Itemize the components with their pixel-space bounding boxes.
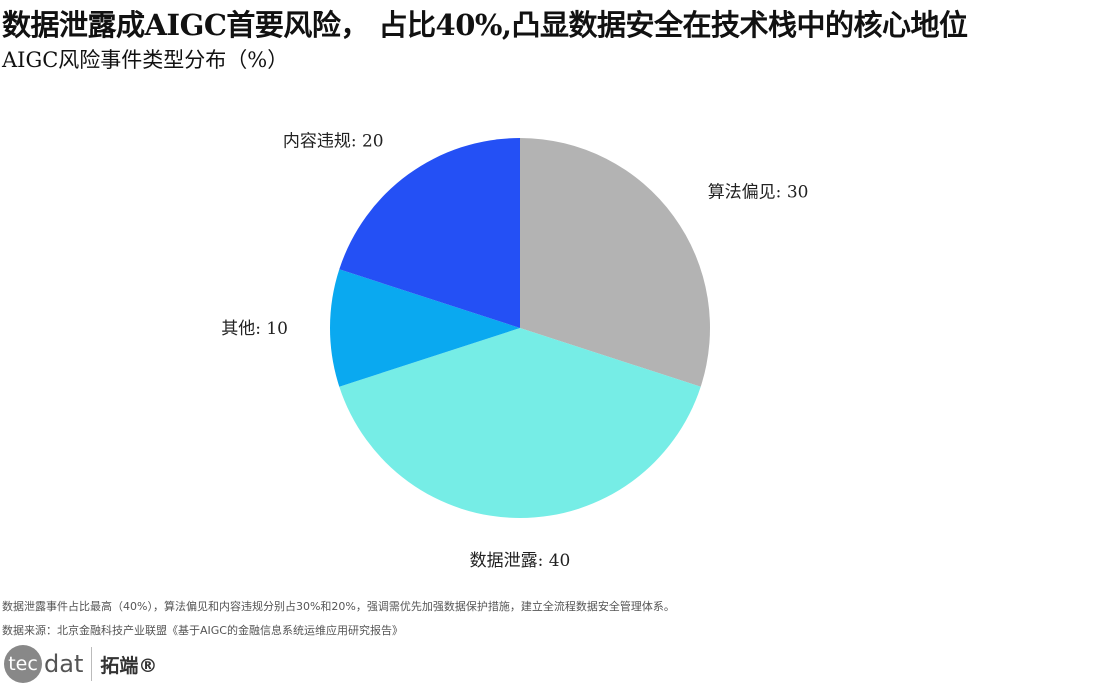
slice-label-1: 数据泄露: 40	[470, 551, 571, 571]
chart-subtitle: AIGC风险事件类型分布（%）	[2, 48, 289, 72]
logo-cn: 拓端®	[100, 654, 158, 677]
pie-slice-3	[339, 138, 520, 328]
logo-divider	[91, 647, 93, 681]
slice-label-0: 算法偏见: 30	[708, 183, 809, 203]
logo-dat: dat	[44, 650, 84, 678]
chart-title: 数据泄露成AIGC首要风险， 占比40%,凸显数据安全在技术栈中的核心地位	[2, 8, 968, 42]
pie-slice-1	[339, 328, 701, 519]
logo-tec: tec	[4, 645, 42, 683]
slice-label-2: 其他: 10	[221, 319, 288, 339]
slice-label-3: 内容违规: 20	[283, 131, 384, 151]
pie-slice-0	[520, 138, 710, 387]
source-note: 数据来源：北京金融科技产业联盟《基于AIGC的金融信息系统运维应用研究报告》	[2, 624, 403, 637]
footnote: 数据泄露事件占比最高（40%），算法偏见和内容违规分别占30%和20%，强调需优…	[2, 600, 675, 613]
tecdat-logo: tec dat 拓端®	[4, 645, 157, 683]
pie-chart: 算法偏见: 30 数据泄露: 40 其他: 10 内容违规: 20	[221, 131, 809, 571]
pie-slice-2	[330, 269, 520, 387]
